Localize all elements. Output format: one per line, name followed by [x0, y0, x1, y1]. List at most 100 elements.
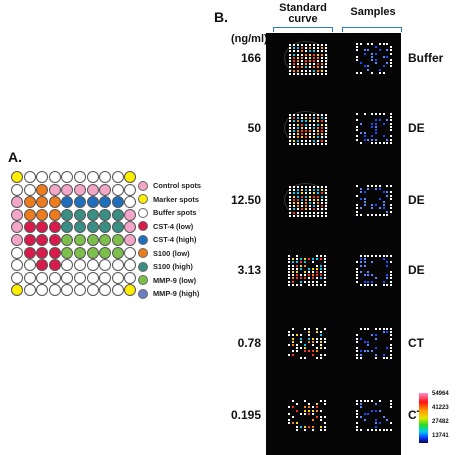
array-dot [386, 356, 389, 359]
concentration-label: 12.50 [230, 193, 261, 207]
array-dot [308, 274, 310, 277]
array-dot [308, 350, 310, 353]
legend-swatch [138, 180, 148, 191]
array-dot [386, 331, 389, 334]
array-dot [382, 204, 385, 207]
array-dot [386, 255, 389, 257]
array-dot [312, 280, 314, 283]
array-dot [305, 195, 307, 198]
array-spot [111, 246, 124, 259]
array-dot [363, 52, 366, 55]
array-dot [301, 126, 303, 129]
array-dot [309, 44, 311, 46]
array-dot [321, 202, 323, 204]
array-dot [371, 409, 374, 412]
array-spot [36, 259, 49, 272]
sample-label: DE [408, 193, 425, 207]
array-dot [300, 283, 302, 286]
array-dot [321, 136, 323, 139]
array-dot [386, 194, 389, 197]
array-dot [371, 428, 374, 431]
array-dot [324, 267, 326, 270]
array-dot [390, 255, 393, 257]
array-dot [390, 261, 393, 264]
array-dot [390, 116, 393, 119]
array-dot [367, 344, 370, 346]
array-dot [309, 205, 311, 208]
array-dot [309, 211, 311, 214]
standard-header-line2: curve [288, 13, 318, 25]
array-dot [363, 412, 366, 415]
array-spot [111, 196, 124, 209]
array-dot [296, 264, 298, 267]
array-dot [386, 141, 389, 144]
array-dot [292, 328, 294, 330]
sample-array [354, 398, 394, 432]
array-dot [289, 189, 291, 192]
array-dot [289, 211, 291, 214]
array-spot [86, 284, 99, 297]
array-dot [305, 50, 307, 53]
array-dot [297, 123, 299, 126]
array-dot [309, 198, 311, 201]
array-dot [375, 141, 377, 144]
array-spot [99, 259, 112, 272]
array-dot [304, 412, 306, 415]
array-dot [375, 125, 377, 128]
array-dot [289, 139, 291, 142]
array-dot [325, 198, 327, 201]
array-dot [293, 50, 295, 53]
array-dot [305, 117, 307, 120]
array-dot [300, 267, 302, 270]
sample-array [354, 253, 394, 287]
array-dot [325, 53, 327, 56]
array-dot [320, 337, 322, 340]
array-dot [308, 340, 310, 343]
array-dot [386, 419, 389, 422]
array-dot [301, 120, 303, 123]
array-spot [48, 208, 61, 221]
array-dot [375, 122, 377, 125]
array-dot [313, 214, 315, 217]
array-dot [304, 409, 306, 412]
array-dot [309, 53, 311, 56]
array-dot [320, 344, 322, 346]
array-dot [390, 344, 393, 346]
array-dot [309, 60, 311, 62]
array-dot [288, 344, 290, 346]
array-dot [375, 113, 377, 115]
array-dot [375, 59, 377, 61]
legend-label: S100 (high) [153, 262, 193, 271]
array-dot [363, 204, 366, 207]
array-dot [390, 204, 393, 207]
array-dot [292, 258, 294, 261]
array-dot [363, 274, 366, 277]
array-dot [390, 141, 393, 144]
array-dot [296, 267, 298, 270]
array-dot [390, 62, 393, 65]
array-dot [390, 46, 393, 49]
array-dot [321, 205, 323, 208]
array-dot [390, 403, 393, 406]
array-dot [367, 188, 370, 191]
array-spot [11, 171, 23, 183]
array-dot [325, 47, 327, 50]
array-dot [312, 350, 314, 353]
array-dot [321, 195, 323, 198]
legend-item: Marker spots [138, 193, 199, 206]
array-dot [378, 328, 381, 330]
array-dot [288, 406, 290, 409]
concentration-label: 166 [240, 51, 261, 65]
array-dot [324, 428, 326, 431]
array-dot [375, 334, 377, 337]
array-dot [313, 60, 315, 62]
array-dot [312, 337, 314, 340]
standard-curve-array [284, 183, 328, 217]
array-dot [321, 63, 323, 66]
array-dot [356, 416, 358, 418]
array-dot [382, 283, 385, 286]
array-dot [296, 344, 298, 346]
array-dot [378, 141, 381, 144]
array-dot [317, 56, 319, 59]
array-dot [367, 350, 370, 353]
